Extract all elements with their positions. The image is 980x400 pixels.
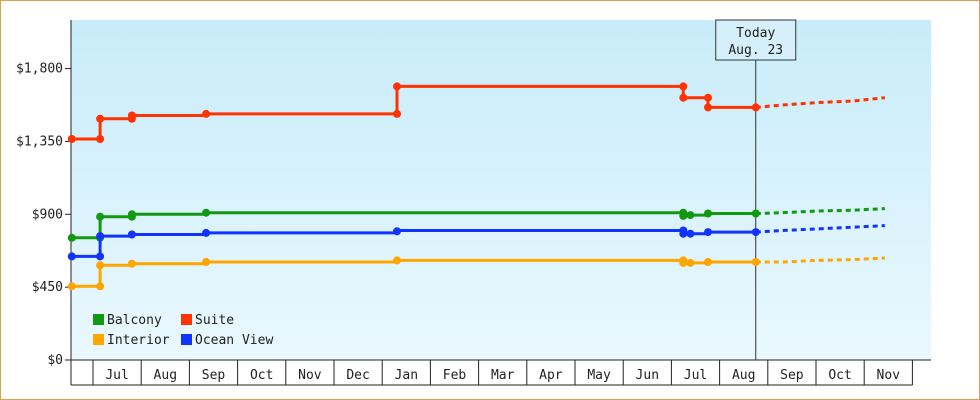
data-point [679, 82, 688, 91]
data-point [202, 109, 211, 118]
today-label-box [715, 19, 797, 61]
y-tick-label: $1,350 [16, 134, 63, 149]
data-point [67, 233, 76, 242]
y-tick-label: $1,800 [16, 62, 63, 77]
data-point [393, 109, 401, 118]
data-point [96, 252, 105, 261]
data-point [67, 282, 76, 291]
legend-swatch [93, 334, 104, 345]
data-point [686, 258, 695, 267]
data-point [751, 258, 760, 266]
data-point [686, 211, 695, 220]
data-point [67, 252, 76, 261]
data-point [679, 93, 688, 102]
legend-label: Suite [195, 313, 234, 328]
x-tick-label: Feb [443, 368, 467, 383]
data-point [393, 256, 401, 265]
data-point [704, 103, 712, 112]
legend-label: Interior [107, 333, 170, 348]
data-point [96, 261, 105, 270]
series-line-ocean-view [71, 229, 756, 258]
data-point [202, 228, 211, 237]
data-point [751, 103, 760, 112]
x-tick-label: Jun [636, 368, 659, 383]
data-point [686, 229, 695, 238]
data-point [704, 258, 712, 266]
x-tick-label: Dec [346, 368, 369, 383]
data-point [67, 135, 76, 143]
x-tick-label: Mar [491, 368, 515, 383]
legend-swatch [181, 314, 192, 325]
today-label-date: Aug. 23 [728, 43, 783, 58]
y-tick-label: $0 [47, 353, 63, 368]
x-tick-label: Oct [828, 368, 851, 383]
x-tick-label: Nov [298, 368, 322, 383]
data-point [202, 258, 211, 266]
x-tick-label: Nov [877, 368, 901, 383]
data-point [127, 111, 136, 120]
legend-swatch [181, 334, 192, 345]
data-point [751, 209, 760, 218]
data-point [96, 212, 105, 221]
legend-label: Ocean View [195, 333, 273, 348]
data-point [679, 258, 688, 267]
x-tick-label: Jul [105, 368, 128, 383]
data-point [679, 211, 688, 220]
data-point [96, 282, 105, 291]
data-point [704, 93, 712, 102]
forecast-line-suite [755, 96, 885, 109]
x-tick-label: Aug [732, 368, 755, 383]
x-tick-label: Oct [250, 368, 273, 383]
x-tick-label: May [587, 368, 611, 383]
data-point [96, 114, 105, 123]
data-point [751, 228, 760, 237]
data-point [202, 208, 211, 217]
legend-label: Balcony [107, 313, 162, 328]
y-tick-label: $900 [32, 207, 63, 222]
x-tick-label: Sep [202, 368, 226, 383]
today-label-title: Today [736, 26, 775, 41]
data-point [96, 232, 105, 241]
data-point [704, 228, 712, 237]
data-point [393, 82, 401, 91]
series-line-suite [71, 84, 756, 141]
y-tick-label: $450 [32, 280, 63, 295]
legend-swatch [93, 314, 104, 325]
x-tick-label: Sep [780, 368, 804, 383]
x-tick-label: Apr [539, 368, 563, 383]
data-point [127, 230, 136, 239]
data-point [679, 229, 688, 238]
data-point [393, 227, 401, 236]
x-tick-label: Jan [395, 368, 418, 383]
data-point [96, 135, 105, 143]
series-line-interior [71, 258, 756, 288]
x-tick-label: Aug [154, 368, 177, 383]
data-point [127, 210, 136, 219]
data-point [127, 259, 136, 268]
x-tick-label: Jul [684, 368, 707, 383]
data-point [704, 209, 712, 218]
plot-background [71, 20, 931, 360]
